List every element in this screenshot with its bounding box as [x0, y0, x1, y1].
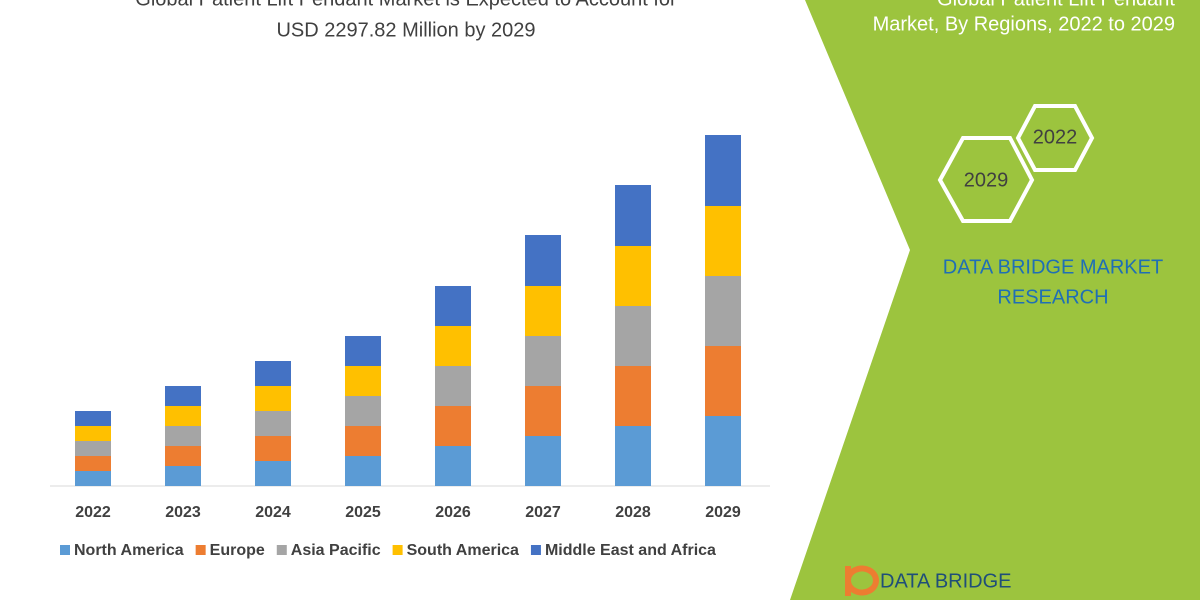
bar-segment [75, 456, 111, 471]
chart-title-line: Global Patient Lift Pendant Market is Ex… [135, 0, 677, 10]
bar-segment [525, 286, 561, 336]
bar-segment [615, 185, 651, 246]
green-panel [790, 0, 1200, 600]
bar-segment [345, 426, 381, 456]
logo-text: DATA BRIDGE [880, 570, 1012, 592]
bar-segment [165, 426, 201, 446]
hexagon-label: 2022 [1033, 126, 1078, 148]
bar-segment [345, 396, 381, 426]
bar-segment [255, 411, 291, 436]
bar-segment [615, 366, 651, 426]
legend-label: Middle East and Africa [545, 542, 716, 559]
hexagon [937, 136, 1035, 223]
bar-segment [615, 426, 651, 486]
bar-segment [435, 326, 471, 366]
legend-swatch [60, 545, 70, 555]
panel-title-line: Global Patient Lift Pendant [937, 0, 1175, 10]
legend-label: Europe [210, 542, 265, 559]
bar-segment [705, 346, 741, 416]
bar-segment [75, 411, 111, 426]
bar-segment [525, 436, 561, 486]
brand-line: RESEARCH [997, 286, 1108, 308]
panel-title-line: Market, By Regions, 2022 to 2029 [873, 13, 1175, 35]
bar-segment [165, 406, 201, 426]
bar-segment [435, 286, 471, 326]
bar-segment [525, 386, 561, 436]
hexagon [1015, 104, 1095, 172]
bar-segment [75, 471, 111, 486]
x-tick-label: 2022 [75, 504, 111, 521]
legend-swatch [530, 545, 541, 555]
bar-segment [255, 436, 291, 461]
x-tick-label: 2028 [615, 504, 651, 521]
bar-segment [75, 441, 111, 456]
bar-segment [345, 366, 381, 396]
bar-segment [705, 135, 741, 206]
bar-segment [255, 361, 291, 386]
x-tick-label: 2027 [525, 504, 561, 521]
bar-segment [525, 235, 561, 286]
x-tick-label: 2025 [345, 504, 381, 521]
bar-segment [705, 276, 741, 346]
bar-segment [345, 336, 381, 366]
hexagon-label: 2029 [964, 169, 1009, 191]
x-tick-label: 2029 [705, 504, 741, 521]
bar-segment [525, 336, 561, 386]
bar-segment [255, 386, 291, 411]
bar-segment [435, 446, 471, 486]
legend-label: South America [407, 542, 519, 559]
bar-segment [615, 246, 651, 306]
bar-segment [75, 426, 111, 441]
bar-segment [165, 446, 201, 466]
x-tick-label: 2026 [435, 504, 471, 521]
bar-segment [345, 456, 381, 486]
bar-segment [165, 466, 201, 486]
bar-segment [615, 306, 651, 366]
bar-segment [165, 386, 201, 406]
legend-label: Asia Pacific [291, 542, 381, 559]
chart-title-line: USD 2297.82 Million by 2029 [276, 19, 535, 41]
x-tick-label: 2024 [255, 504, 291, 521]
bar-segment [255, 461, 291, 486]
bar-segment [435, 366, 471, 406]
legend-swatch [392, 545, 403, 555]
legend-label: North America [74, 542, 184, 559]
brand-line: DATA BRIDGE MARKET [943, 256, 1163, 278]
logo-icon [845, 565, 879, 596]
bar-segment [435, 406, 471, 446]
bar-segment [705, 206, 741, 276]
legend-swatch [195, 545, 206, 555]
x-tick-label: 2023 [165, 504, 201, 521]
legend-swatch [276, 545, 287, 555]
bar-segment [705, 416, 741, 486]
